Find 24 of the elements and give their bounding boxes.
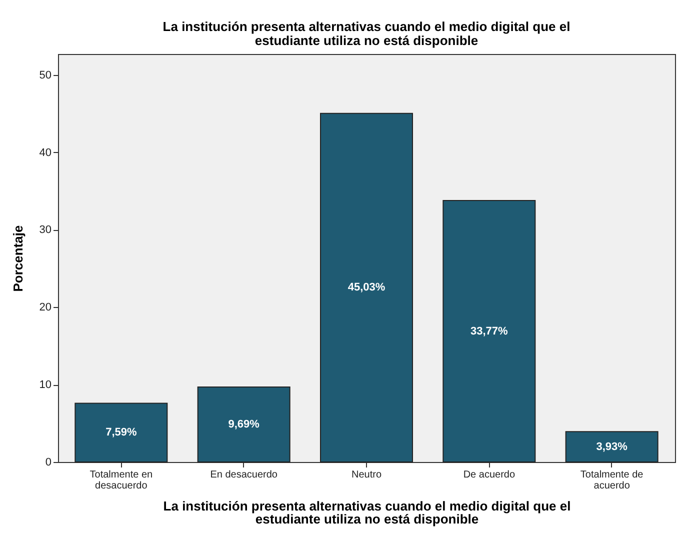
y-tick-label: 50 [39,69,52,82]
x-tick-label: En desacuerdo [210,470,278,480]
data-label: 7,59% [106,426,137,439]
y-axis-title: Porcentaje [10,225,26,292]
data-label: 3,93% [596,440,628,453]
x-axis-title: La institución presenta alternativas cuando el medio digital que el estudiante utiliza no está disponible [163,498,571,526]
data-label: 33,77% [470,325,508,338]
bar [565,431,658,462]
y-tick-label: 20 [39,302,52,314]
x-tick-label: De acuerdo [463,470,516,480]
y-tick-label: 30 [39,224,52,236]
bar [74,402,168,462]
bar [197,386,290,462]
bar [442,200,536,462]
y-tick-label: 40 [39,146,52,159]
y-tick-label: 0 [45,456,52,468]
y-tick-label: 10 [39,379,52,392]
x-tick-label: Totalmente de acuerdo [580,470,644,492]
data-label: 9,69% [228,418,260,430]
x-tick-label: Neutro [351,470,382,480]
chart-title: La institución presenta alternativas cuando el medio digital que el estudiante utiliza no está disponible [162,19,570,48]
data-label: 45,03% [348,282,386,294]
bar [320,112,413,462]
x-tick-label: Totalmente en desacuerdo [90,470,153,492]
